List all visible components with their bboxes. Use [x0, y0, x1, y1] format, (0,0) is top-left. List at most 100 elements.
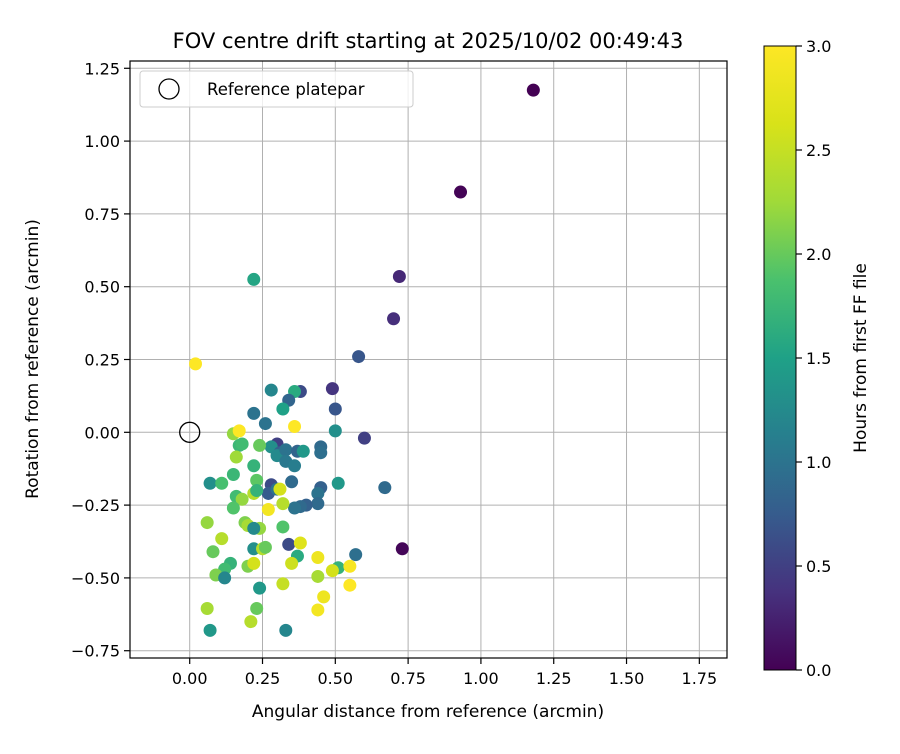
colorbar-tick-label: 1.0 [806, 453, 831, 472]
data-point [226, 501, 240, 515]
data-point [203, 476, 217, 490]
data-point [325, 382, 339, 396]
y-tick-label: −0.25 [71, 496, 120, 515]
data-point [226, 468, 240, 482]
data-point [244, 615, 258, 629]
data-point [218, 571, 232, 585]
x-tick-label: 0.75 [390, 669, 426, 688]
y-axis-ticks: −0.75 −0.50 −0.25 0.00 0.25 0.50 0.75 1.00 1.25 [71, 59, 130, 661]
x-tick-label: 0.00 [172, 669, 208, 688]
data-point [288, 501, 302, 515]
colorbar-tick-label: 3.0 [806, 37, 831, 56]
data-point [215, 532, 229, 546]
data-point [395, 542, 409, 556]
data-point [279, 623, 293, 637]
x-axis-ticks: 0.00 0.25 0.50 0.75 1.00 1.25 1.50 1.75 [172, 658, 717, 688]
data-point [200, 516, 214, 530]
data-point [235, 437, 249, 451]
legend: Reference platepar [139, 70, 414, 108]
data-point [454, 185, 468, 199]
data-point [264, 383, 278, 397]
y-tick-label: 0.00 [84, 423, 120, 442]
x-tick-label: 1.00 [463, 669, 499, 688]
colorbar-tick-label: 0.5 [806, 557, 831, 576]
x-tick-label: 1.25 [536, 669, 572, 688]
data-point [247, 556, 261, 570]
data-point [293, 536, 307, 550]
data-point [311, 486, 325, 500]
x-tick-label: 1.75 [682, 669, 718, 688]
data-point [206, 545, 220, 559]
data-point [247, 272, 261, 286]
data-point [232, 424, 246, 438]
data-point [357, 431, 371, 445]
data-point [250, 484, 264, 498]
data-point [253, 581, 267, 595]
data-point [288, 419, 302, 433]
data-point [235, 492, 249, 506]
x-axis-label: Angular distance from reference (arcmin) [252, 702, 604, 722]
data-point [273, 482, 287, 496]
data-point [276, 577, 290, 591]
data-point [276, 402, 290, 416]
data-point [317, 590, 331, 604]
y-tick-label: 0.75 [84, 205, 120, 224]
x-tick-label: 0.25 [245, 669, 281, 688]
data-point [349, 548, 363, 562]
y-tick-label: 1.25 [84, 59, 120, 78]
legend-box [139, 70, 414, 108]
data-point [311, 603, 325, 617]
data-point [229, 450, 243, 464]
data-point [261, 502, 275, 516]
data-point [296, 444, 310, 458]
colorbar-tick-label: 1.5 [806, 349, 831, 368]
data-point [325, 564, 339, 578]
y-tick-label: 0.25 [84, 351, 120, 370]
data-point [282, 537, 296, 551]
colorbar-tick-label: 2.5 [806, 141, 831, 160]
data-point [276, 520, 290, 534]
data-point [331, 476, 345, 490]
data-point [247, 521, 261, 535]
data-point [392, 270, 406, 284]
colorbar-ticks: 0.0 0.5 1.0 1.5 2.0 2.5 3.0 [796, 37, 831, 680]
data-point [378, 481, 392, 495]
data-point [247, 406, 261, 420]
data-point [215, 476, 229, 490]
y-axis-label: Rotation from reference (arcmin) [23, 219, 43, 499]
data-point [328, 402, 342, 416]
data-point [276, 497, 290, 511]
data-point [203, 623, 217, 637]
data-point [387, 312, 401, 326]
data-point [314, 446, 328, 460]
data-point [250, 601, 264, 615]
data-point [526, 83, 540, 97]
data-point [352, 350, 366, 364]
data-point [311, 569, 325, 583]
colorbar-gradient [763, 45, 797, 671]
legend-entry-reference: Reference platepar [207, 80, 365, 99]
colorbar: 0.0 0.5 1.0 1.5 2.0 2.5 3.0 Hours from first F… [763, 37, 871, 680]
data-point [279, 443, 293, 457]
y-tick-label: −0.75 [71, 642, 120, 661]
data-point [258, 540, 272, 554]
data-point [253, 438, 267, 452]
reference-platepar-marker [179, 421, 201, 443]
data-point [258, 417, 272, 431]
data-point [328, 424, 342, 438]
y-tick-label: 0.50 [84, 278, 120, 297]
colorbar-tick-label: 2.0 [806, 245, 831, 264]
data-point [200, 601, 214, 615]
data-point [285, 556, 299, 570]
data-point [288, 459, 302, 473]
colorbar-tick-label: 0.0 [806, 661, 831, 680]
data-point [247, 459, 261, 473]
data-point [250, 473, 264, 487]
legend-marker [158, 78, 180, 100]
x-tick-label: 1.50 [609, 669, 645, 688]
data-point [311, 497, 325, 511]
data-points [189, 83, 540, 637]
data-point [311, 551, 325, 565]
data-point [285, 475, 299, 489]
